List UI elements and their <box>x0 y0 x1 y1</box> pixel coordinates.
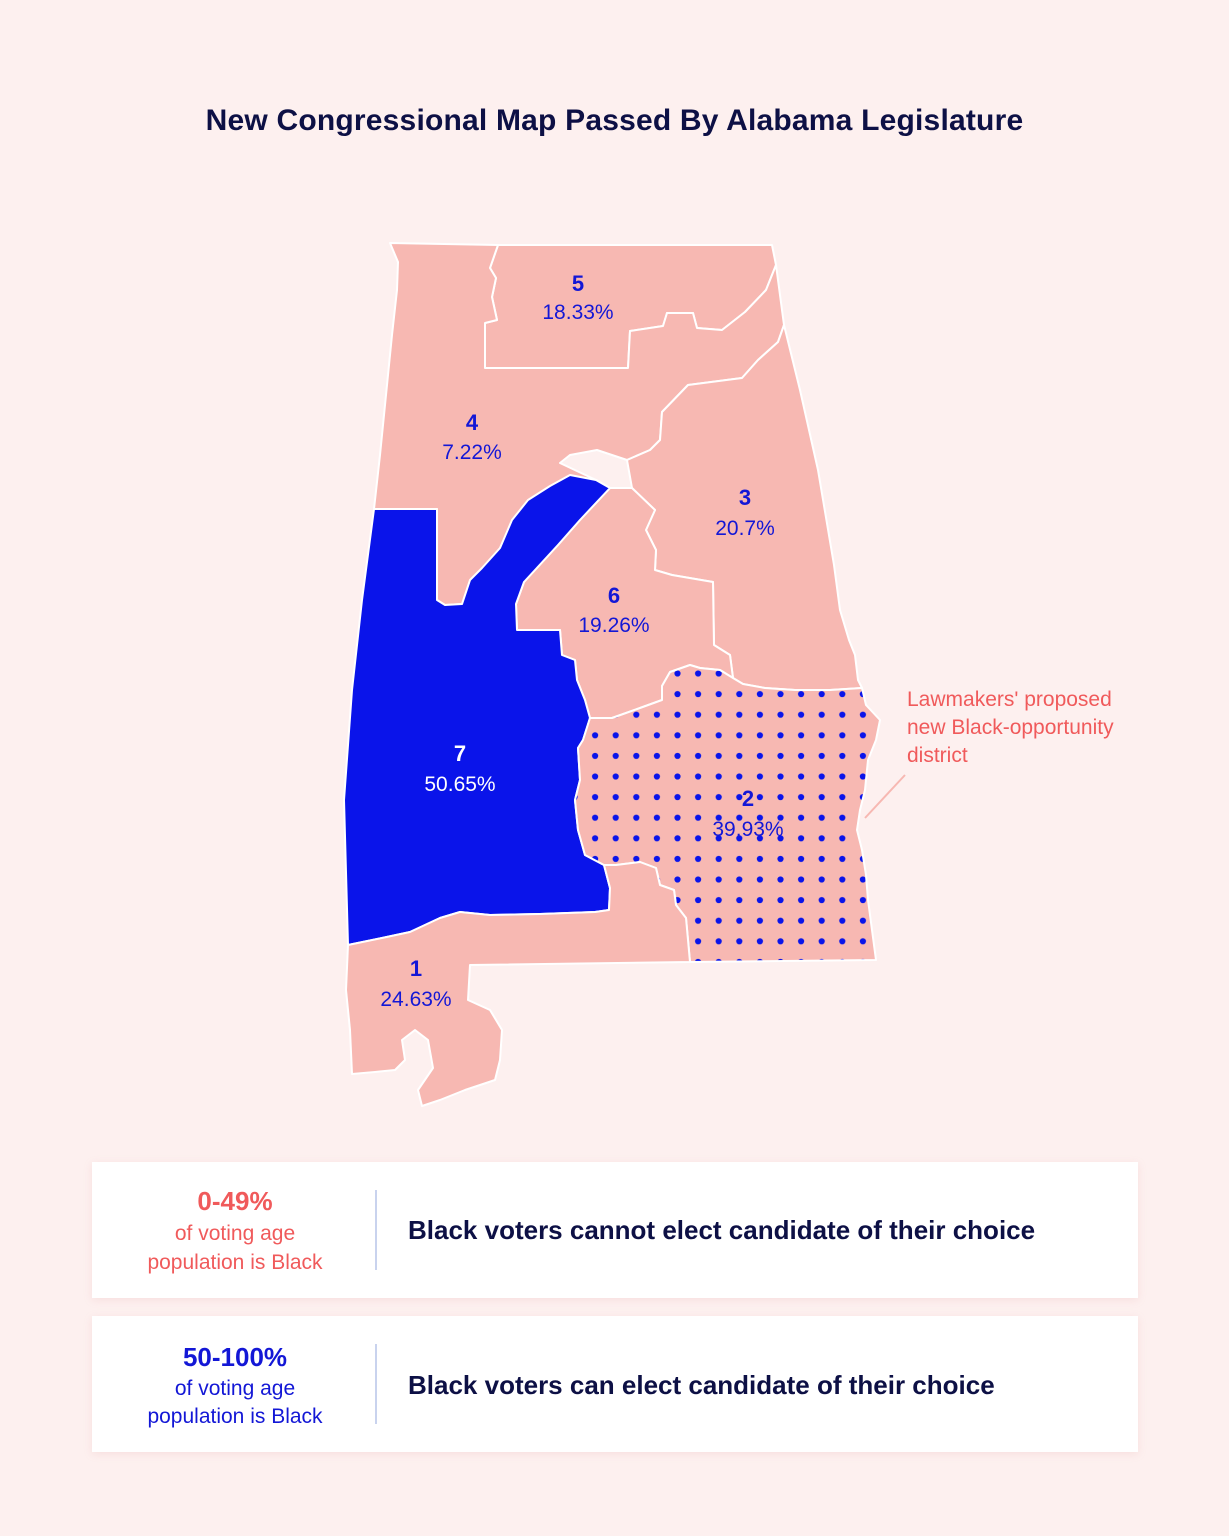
district-7-number: 7 <box>454 741 466 766</box>
legend-desc-line-2: population is Black <box>147 1251 323 1274</box>
legend-divider <box>375 1344 377 1424</box>
district-1-number: 1 <box>410 956 422 981</box>
legend-divider <box>375 1190 377 1270</box>
district-2-number: 2 <box>742 786 754 811</box>
district-4-pct: 7.22% <box>442 441 502 464</box>
district-1[interactable] <box>345 861 691 1107</box>
legend-desc-line-2: population is Black <box>147 1405 323 1428</box>
district-5-pct: 18.33% <box>542 301 613 324</box>
legend-text: Black voters cannot elect candidate of t… <box>408 1215 1036 1245</box>
district-4-number: 4 <box>466 410 479 435</box>
district-7-pct: 50.65% <box>424 773 495 796</box>
district-6-number: 6 <box>608 583 620 608</box>
legend-desc-line-1: of voting age <box>174 1377 296 1400</box>
legend-card-majority: 50-100% of voting age population is Blac… <box>92 1316 1138 1452</box>
district-6-pct: 19.26% <box>578 614 649 637</box>
legend-range: 0-49% <box>197 1186 273 1216</box>
page-title: New Congressional Map Passed By Alabama … <box>205 104 1024 137</box>
district-2-pct: 39.93% <box>712 818 783 841</box>
callout-line-1: Lawmakers' proposed <box>907 688 1112 711</box>
district-3-pct: 20.7% <box>715 517 775 540</box>
district-3-number: 3 <box>739 485 751 510</box>
callout-line-2: new Black-opportunity <box>907 716 1114 739</box>
alabama-map: 5 18.33% 4 7.22% 3 20.7% 6 19.26% 7 50.6… <box>343 242 906 1107</box>
district-5-number: 5 <box>572 271 584 296</box>
callout-annotation: Lawmakers' proposed new Black-opportunit… <box>907 686 1177 770</box>
callout-leader-line <box>864 774 906 819</box>
legend-desc-line-1: of voting age <box>174 1222 296 1245</box>
legend-card-minority: 0-49% of voting age population is Black … <box>92 1162 1138 1298</box>
district-1-pct: 24.63% <box>380 988 451 1011</box>
legend-range: 50-100% <box>182 1342 288 1372</box>
legend-text: Black voters can elect candidate of thei… <box>408 1370 995 1400</box>
callout-line-3: district <box>907 744 968 767</box>
